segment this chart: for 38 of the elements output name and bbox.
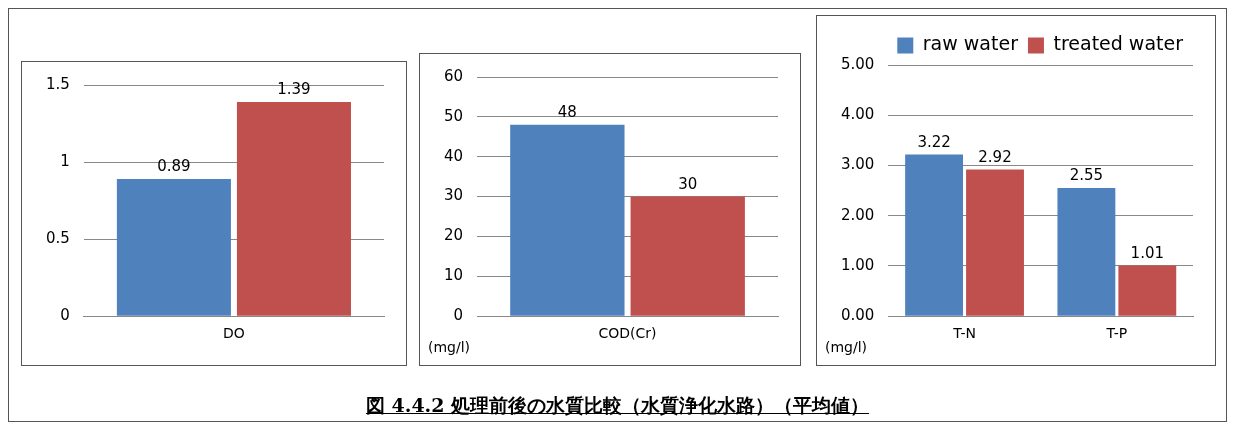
- text: 図 4.4.2 処理前後の水質比較（水質浄化水路）（平均値）: [365, 394, 870, 416]
- data-label: 2.92: [978, 147, 1012, 166]
- y-tick-label: 30: [443, 186, 464, 205]
- legend-label: treated water: [1053, 32, 1184, 55]
- legend-label: raw water: [922, 32, 1019, 55]
- y-tick-label: 1: [60, 151, 70, 170]
- y-tick-label: 50: [443, 106, 464, 125]
- y-tick-label: 1.00: [840, 255, 875, 274]
- x-tick-label: DO: [223, 325, 245, 342]
- y-tick-label: 10: [443, 266, 464, 285]
- y-tick-label: 0.00: [840, 306, 875, 325]
- y-tick-label: 0: [453, 306, 464, 325]
- bar: [966, 169, 1024, 316]
- y-tick-label: 4.00: [840, 105, 875, 124]
- y-tick-label: 1.5: [46, 74, 70, 93]
- bar: [905, 154, 964, 316]
- y-tick-label: 5.00: [840, 54, 875, 73]
- y-tick-label: 60: [443, 66, 464, 85]
- data-label: 1.39: [277, 80, 311, 99]
- y-tick-label: 3.00: [840, 155, 875, 174]
- data-label: 30: [678, 174, 698, 193]
- text: (mg/l): [428, 338, 471, 355]
- x-tick-label: T-N: [952, 325, 976, 342]
- bar: [1057, 188, 1116, 316]
- y-tick-label: 40: [443, 146, 464, 165]
- y-tick-label: 2.00: [840, 205, 875, 224]
- x-tick-label: T-P: [1105, 325, 1128, 342]
- data-label: 0.89: [157, 157, 191, 176]
- bar: [1118, 265, 1177, 316]
- data-label: 2.55: [1069, 166, 1104, 185]
- data-label: 3.22: [917, 132, 951, 151]
- y-tick-label: 0.5: [46, 229, 70, 248]
- x-tick-label: COD(Cr): [598, 325, 657, 342]
- y-tick-label: 0: [60, 306, 70, 325]
- y-tick-label: 20: [443, 226, 464, 245]
- data-label: 48: [557, 103, 577, 122]
- data-label: 1.01: [1130, 243, 1165, 262]
- text: (mg/l): [825, 338, 868, 355]
